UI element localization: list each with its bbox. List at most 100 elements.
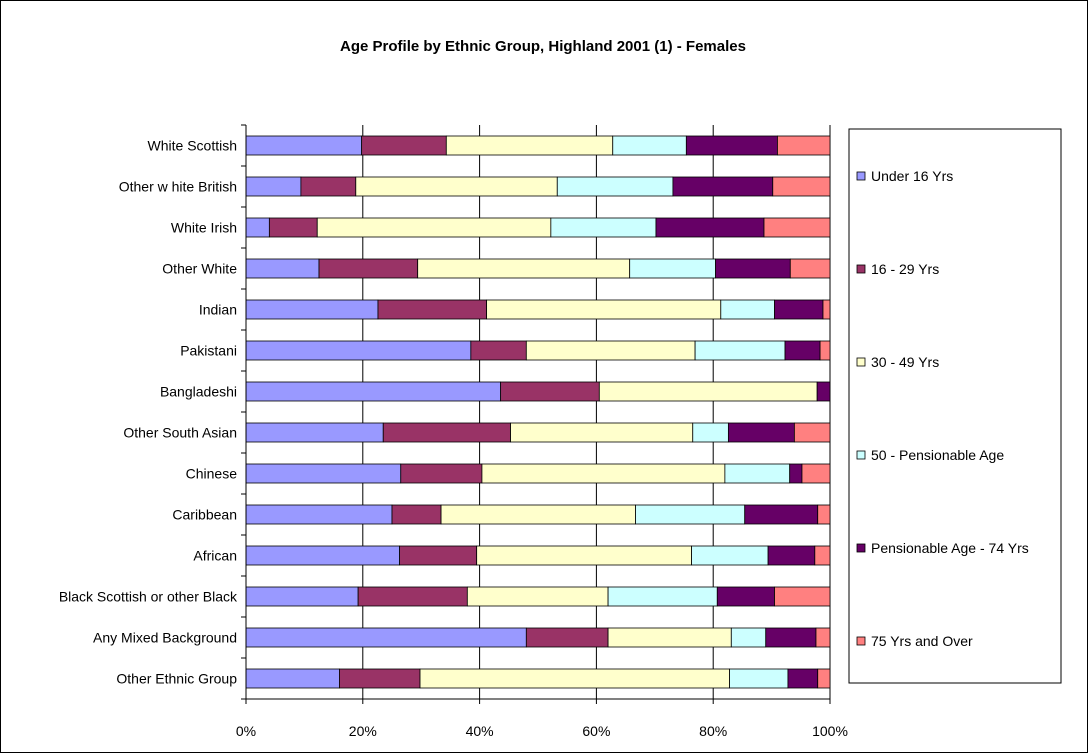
bar-segment xyxy=(550,217,657,238)
bar-segment xyxy=(339,668,421,689)
bar-segment xyxy=(400,463,483,484)
bar-segment xyxy=(361,135,447,156)
bar-segment xyxy=(500,381,600,402)
bar-segment xyxy=(245,299,379,320)
category-label: Other Ethnic Group xyxy=(116,671,237,687)
bar-segment xyxy=(245,463,402,484)
bar-segment xyxy=(789,258,831,279)
chart-title: Age Profile by Ethnic Group, Highland 20… xyxy=(340,38,746,55)
bar-segment xyxy=(245,258,320,279)
bar-segment xyxy=(476,545,692,566)
bar-segment xyxy=(598,381,818,402)
bar-segment xyxy=(655,217,765,238)
bar-segment xyxy=(789,463,803,484)
category-label: Bangladeshi xyxy=(160,384,237,400)
bar-segment xyxy=(245,668,340,689)
bar-segment xyxy=(245,422,384,443)
bar-segment xyxy=(672,176,774,197)
bar-segment xyxy=(470,340,527,361)
category-labels: White Scottish Other w hite British White … xyxy=(59,138,238,687)
bar-segment xyxy=(685,135,778,156)
bars xyxy=(245,135,831,689)
bar-segment xyxy=(357,586,468,607)
legend-label: Under 16 Yrs xyxy=(871,168,953,184)
bar-segment xyxy=(816,381,831,402)
category-label: Chinese xyxy=(186,466,238,482)
bar-segment xyxy=(525,340,696,361)
x-tick-label: 80% xyxy=(699,723,727,739)
bar-segment xyxy=(419,668,730,689)
bar-segment xyxy=(382,422,511,443)
legend-label: 75 Yrs and Over xyxy=(871,633,973,649)
bar-segment xyxy=(691,545,769,566)
legend-swatch xyxy=(856,357,866,367)
bar-segment xyxy=(377,299,488,320)
bar-segment xyxy=(765,627,817,648)
bar-segment xyxy=(784,340,821,361)
bar-segment xyxy=(629,258,716,279)
category-label: Other South Asian xyxy=(123,425,237,441)
bar-segment xyxy=(817,504,831,525)
bar-segment xyxy=(445,135,614,156)
legend-label: 50 - Pensionable Age xyxy=(871,447,1004,463)
bar-segment xyxy=(715,258,791,279)
bar-segment xyxy=(399,545,478,566)
category-label: Other w hite British xyxy=(119,179,237,195)
bar-segment xyxy=(245,176,302,197)
bar-segment xyxy=(635,504,746,525)
bar-segment xyxy=(440,504,636,525)
bar-segment xyxy=(525,627,609,648)
bar-segment xyxy=(774,586,831,607)
x-tick-label: 100% xyxy=(812,723,848,739)
category-label: African xyxy=(193,548,237,564)
bar-segment xyxy=(466,586,609,607)
legend-swatch xyxy=(856,171,866,181)
bar-segment xyxy=(817,668,831,689)
bar-segment xyxy=(744,504,819,525)
bar-segment xyxy=(355,176,558,197)
bar-segment xyxy=(245,504,393,525)
bar-segment xyxy=(318,258,419,279)
x-tick-labels: 0% 20% 40% 60% 80% 100% xyxy=(236,723,848,739)
bar-segment xyxy=(787,668,819,689)
bar-segment xyxy=(724,463,791,484)
legend: Under 16 Yrs 16 - 29 Yrs 30 - 49 Yrs 50 - P… xyxy=(848,128,1062,684)
bar-segment xyxy=(730,627,767,648)
category-label: Any Mixed Background xyxy=(93,630,237,646)
x-tick-label: 40% xyxy=(466,723,494,739)
category-label: Other White xyxy=(162,261,237,277)
bar-segment xyxy=(481,463,726,484)
bar-segment xyxy=(417,258,631,279)
category-label: White Irish xyxy=(171,220,237,236)
bar-segment xyxy=(763,217,831,238)
bar-segment xyxy=(245,545,400,566)
axes xyxy=(241,124,831,704)
bar-segment xyxy=(245,381,502,402)
bar-segment xyxy=(793,422,831,443)
bar-segment xyxy=(245,627,527,648)
bar-segment xyxy=(767,545,816,566)
legend-swatch xyxy=(856,264,866,274)
bar-segment xyxy=(245,135,363,156)
x-tick-label: 60% xyxy=(582,723,610,739)
legend-label: Pensionable Age - 74 Yrs xyxy=(871,540,1029,556)
bar-segment xyxy=(245,586,359,607)
bar-segment xyxy=(716,586,775,607)
bar-segment xyxy=(300,176,357,197)
legend-swatch xyxy=(856,636,866,646)
bar-segment xyxy=(245,340,472,361)
bar-segment xyxy=(607,627,732,648)
category-label: White Scottish xyxy=(148,138,237,154)
bar-segment xyxy=(692,422,729,443)
bar-segment xyxy=(391,504,442,525)
category-label: Indian xyxy=(199,302,237,318)
legend-label: 30 - 49 Yrs xyxy=(871,354,939,370)
x-tick-label: 0% xyxy=(236,723,256,739)
bar-segment xyxy=(694,340,786,361)
bar-segment xyxy=(556,176,674,197)
bar-segment xyxy=(774,299,824,320)
bar-segment xyxy=(777,135,831,156)
bar-segment xyxy=(612,135,687,156)
bar-segment xyxy=(486,299,722,320)
